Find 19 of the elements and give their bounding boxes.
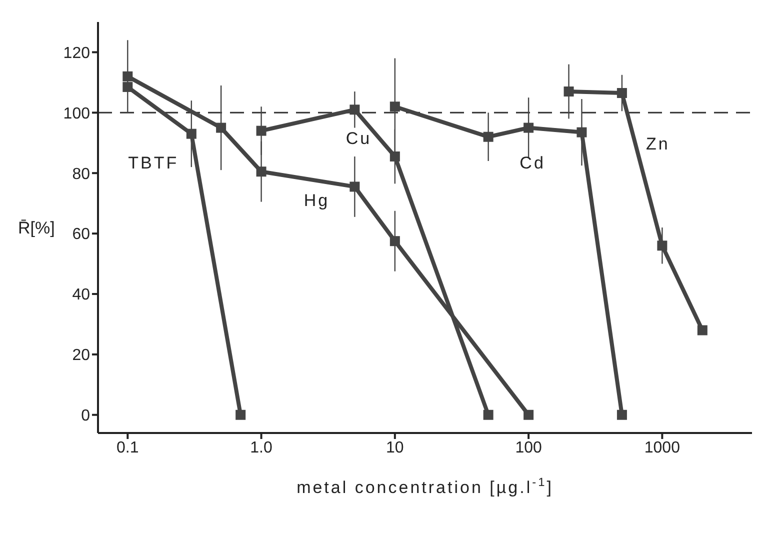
- x-tick-label: 0.1: [116, 439, 139, 456]
- series-label: Zn: [646, 134, 670, 154]
- y-tick-label: 20: [72, 347, 90, 364]
- y-tick-label: 0: [81, 408, 90, 425]
- y-tick-label: 60: [72, 226, 90, 244]
- y-tick-label: 120: [63, 44, 90, 62]
- x-tick-label: 1.0: [250, 439, 272, 456]
- y-axis-title: R̄[%]: [18, 218, 55, 238]
- x-tick-label: 100: [515, 439, 542, 456]
- x-tick-label: 1000: [644, 439, 680, 456]
- series-label: Cd: [520, 153, 546, 172]
- y-tick-label: 80: [72, 166, 90, 183]
- series-label: Cu: [346, 129, 372, 148]
- x-tick-label: 10: [386, 439, 404, 456]
- x-axis-title: metal concentration [µg.l$^{-1}$]: [296, 475, 554, 497]
- y-tick-label: 40: [72, 286, 90, 304]
- series-label: TBTF: [128, 153, 179, 172]
- series-label: Hg: [304, 191, 330, 210]
- y-tick-label: 100: [63, 105, 90, 122]
